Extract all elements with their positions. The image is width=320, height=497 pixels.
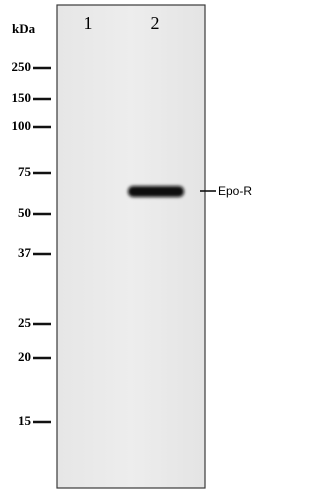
marker-label: 75: [18, 164, 32, 179]
marker-label: 50: [18, 205, 31, 220]
unit-label: kDa: [12, 21, 36, 36]
marker-ladder: 250 150 100 75 50 37 25 20 15: [12, 59, 51, 428]
marker-label: 15: [18, 413, 32, 428]
marker-label: 37: [18, 245, 32, 260]
lane-label: 2: [151, 13, 160, 33]
marker-label: 100: [12, 118, 32, 133]
western-blot: kDa 1 2 Epo-R 250 150 100 75 50 37 25 20 15: [12, 4, 252, 489]
marker-label: 20: [18, 349, 31, 364]
marker-label: 250: [12, 59, 32, 74]
lane-label: 1: [84, 13, 93, 33]
membrane: [56, 4, 206, 489]
marker-label: 150: [12, 90, 32, 105]
marker-label: 25: [18, 315, 32, 330]
band-label: Epo-R: [218, 184, 252, 198]
protein-band: [128, 186, 184, 197]
